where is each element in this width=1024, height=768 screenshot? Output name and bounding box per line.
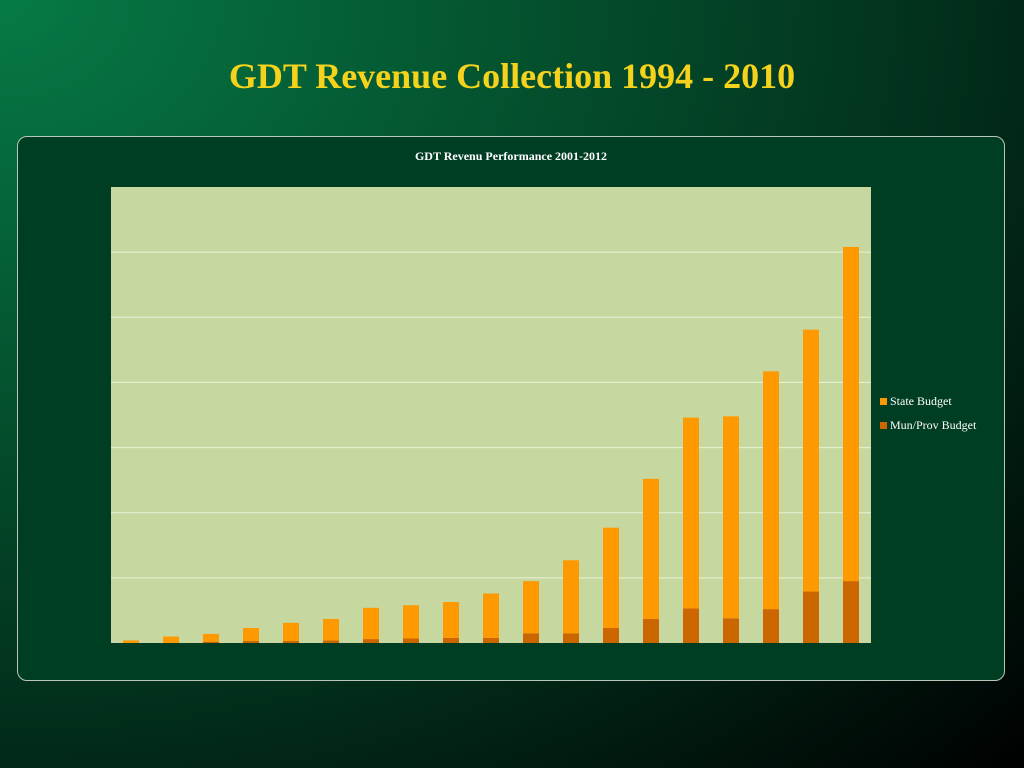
bar-state-budget-6 [323,618,339,641]
slide-title: GDT Revenue Collection 1994 - 2010 [228,56,796,96]
bar-state-budget-3 [203,633,219,642]
bar-state-budget-12 [563,560,579,634]
legend-label-mun-prov-budget: Mun/Prov Budget [890,417,977,432]
bar-mun-prov-budget-16 [723,618,739,643]
bar-state-budget-19 [843,246,859,582]
bar-chart [111,246,871,643]
bar-mun-prov-budget-12 [563,633,579,643]
bar-mun-prov-budget-8 [403,638,419,643]
bar-mun-prov-budget-10 [483,637,499,643]
bar-mun-prov-budget-19 [843,581,859,643]
legend-item-mun-prov-budget: Mun/Prov Budget [880,413,976,437]
bar-mun-prov-budget-13 [603,628,619,643]
bar-mun-prov-budget-9 [443,637,459,643]
bar-state-budget-16 [723,416,739,619]
bar-mun-prov-budget-15 [683,608,699,643]
bar-mun-prov-budget-14 [643,618,659,643]
chart-panel: GDT Revenu Performance 2001-2012 State B… [17,136,1005,681]
bar-mun-prov-budget-7 [363,639,379,643]
bar-mun-prov-budget-5 [283,641,299,643]
bar-mun-prov-budget-17 [763,609,779,643]
legend-swatch-state-budget [880,397,887,405]
plot-area [111,187,871,643]
bar-state-budget-9 [443,601,459,638]
bar-state-budget-10 [483,593,499,638]
bar-state-budget-18 [803,329,819,592]
bar-mun-prov-budget-11 [523,633,539,643]
bar-state-budget-8 [403,605,419,639]
bar-state-budget-7 [363,607,379,640]
bar-state-budget-14 [643,478,659,619]
bar-state-budget-13 [603,527,619,629]
bar-state-budget-15 [683,417,699,609]
bar-mun-prov-budget-18 [803,591,819,643]
legend-label-state-budget: State Budget [890,393,952,408]
bar-mun-prov-budget-6 [323,640,339,643]
bar-mun-prov-budget-3 [203,641,219,643]
bar-state-budget-17 [763,371,779,610]
legend: State Budget Mun/Prov Budget [880,389,976,437]
chart-title: GDT Revenu Performance 2001-2012 [414,149,608,163]
bar-state-budget-2 [163,636,179,643]
bar-state-budget-1 [123,640,139,643]
bar-state-budget-11 [523,581,539,634]
bar-mun-prov-budget-4 [243,641,259,643]
bar-state-budget-4 [243,628,259,642]
legend-swatch-mun-prov-budget [880,421,887,429]
bar-state-budget-5 [283,622,299,642]
legend-item-state-budget: State Budget [880,389,976,413]
